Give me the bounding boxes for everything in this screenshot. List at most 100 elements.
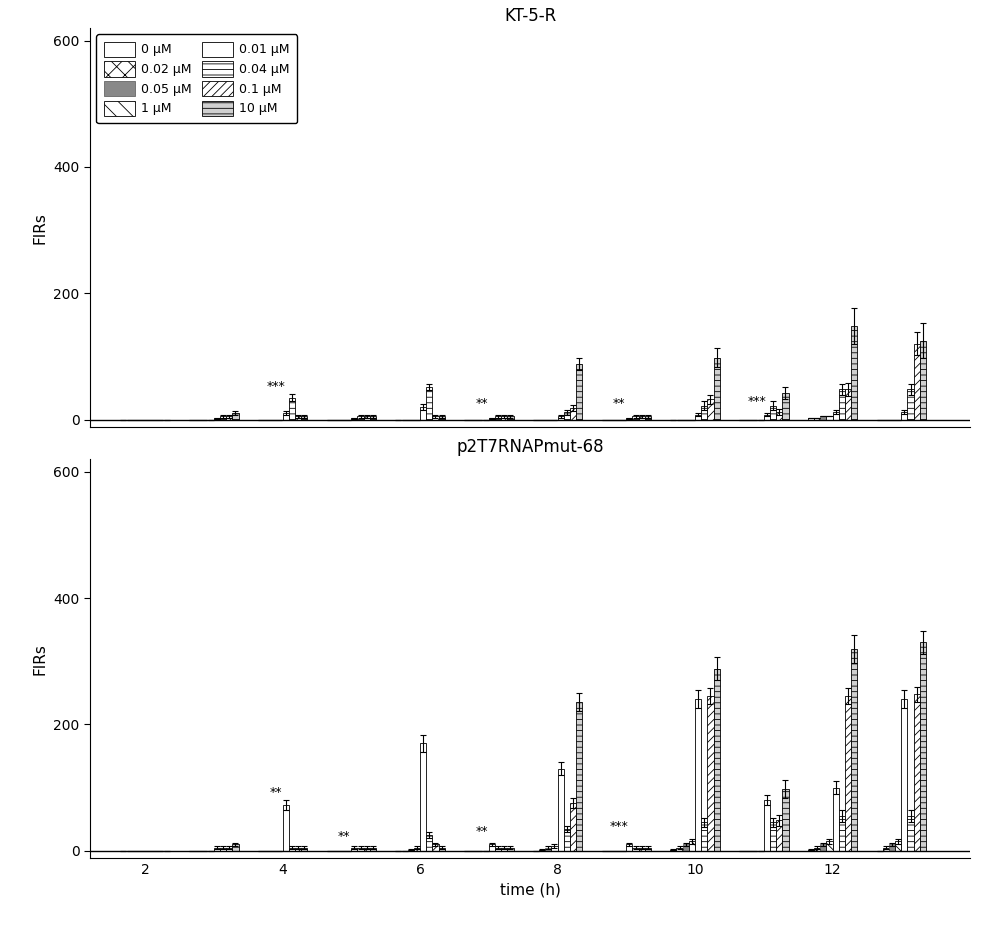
Bar — [507, 416, 514, 420]
Bar — [570, 803, 576, 851]
Bar — [283, 805, 289, 851]
Bar — [495, 416, 501, 420]
Bar — [632, 847, 639, 851]
Bar — [295, 416, 301, 420]
Bar — [426, 387, 432, 420]
Bar — [551, 845, 558, 851]
Bar — [439, 416, 445, 420]
Bar — [214, 847, 220, 851]
Bar — [895, 842, 901, 851]
Bar — [764, 801, 770, 851]
Bar — [364, 847, 370, 851]
Bar — [357, 847, 364, 851]
Bar — [695, 414, 701, 420]
Text: **: ** — [476, 825, 488, 838]
Bar — [414, 847, 420, 851]
Bar — [501, 416, 507, 420]
Text: **: ** — [269, 786, 282, 799]
Bar — [539, 850, 545, 851]
Bar — [776, 820, 782, 851]
Bar — [357, 416, 364, 420]
Bar — [645, 416, 651, 420]
Bar — [814, 418, 820, 420]
Bar — [689, 842, 695, 851]
Bar — [489, 418, 495, 420]
Bar — [558, 769, 564, 851]
Bar — [420, 407, 426, 420]
Bar — [839, 389, 845, 420]
Bar — [883, 847, 889, 851]
Bar — [907, 816, 914, 851]
Title: KT-5-R: KT-5-R — [504, 7, 556, 25]
Bar — [545, 847, 551, 851]
Bar — [301, 847, 307, 851]
Bar — [826, 416, 832, 420]
Bar — [232, 844, 239, 851]
Bar — [570, 409, 576, 420]
Bar — [814, 847, 820, 851]
Bar — [489, 844, 495, 851]
Bar — [632, 416, 639, 420]
Bar — [370, 416, 376, 420]
Bar — [639, 847, 645, 851]
Bar — [645, 847, 651, 851]
Title: p2T7RNAPmut-68: p2T7RNAPmut-68 — [456, 439, 604, 456]
Text: ***: *** — [266, 380, 285, 393]
Bar — [564, 829, 570, 851]
Bar — [808, 418, 814, 420]
Bar — [820, 416, 826, 420]
Bar — [770, 406, 776, 420]
Bar — [626, 844, 632, 851]
Bar — [426, 835, 432, 851]
Bar — [914, 344, 920, 420]
Bar — [495, 847, 501, 851]
Bar — [707, 696, 714, 851]
Bar — [920, 341, 926, 420]
Bar — [576, 364, 582, 420]
Bar — [432, 416, 439, 420]
Bar — [695, 699, 701, 851]
Bar — [920, 642, 926, 851]
Bar — [439, 847, 445, 851]
Bar — [370, 847, 376, 851]
Bar — [782, 789, 788, 851]
Text: ***: *** — [748, 396, 766, 409]
Y-axis label: FIRs: FIRs — [33, 212, 48, 244]
Bar — [914, 694, 920, 851]
Bar — [226, 847, 232, 851]
Bar — [714, 357, 720, 420]
Bar — [220, 416, 226, 420]
Bar — [226, 416, 232, 420]
Bar — [839, 816, 845, 851]
Bar — [507, 847, 514, 851]
Bar — [776, 412, 782, 420]
Bar — [232, 413, 239, 420]
Bar — [907, 389, 914, 420]
Bar — [845, 389, 851, 420]
Bar — [626, 418, 632, 420]
Bar — [364, 416, 370, 420]
Bar — [851, 648, 857, 851]
Bar — [782, 393, 788, 420]
Bar — [220, 847, 226, 851]
Bar — [701, 406, 707, 420]
Bar — [889, 844, 895, 851]
Bar — [832, 412, 839, 420]
Bar — [845, 696, 851, 851]
Bar — [901, 699, 907, 851]
Text: **: ** — [476, 397, 488, 411]
Bar — [826, 842, 832, 851]
Bar — [683, 844, 689, 851]
Bar — [558, 416, 564, 420]
Bar — [820, 844, 826, 851]
Bar — [214, 418, 220, 420]
Bar — [351, 847, 357, 851]
Y-axis label: FIRs: FIRs — [33, 643, 48, 675]
Bar — [289, 397, 295, 420]
Bar — [707, 399, 714, 420]
Bar — [770, 822, 776, 851]
Bar — [639, 416, 645, 420]
Bar — [289, 847, 295, 851]
Bar — [808, 850, 814, 851]
Legend: 0 μM, 0.02 μM, 0.05 μM, 1 μM, 0.01 μM, 0.04 μM, 0.1 μM, 10 μM: 0 μM, 0.02 μM, 0.05 μM, 1 μM, 0.01 μM, 0… — [96, 35, 297, 123]
